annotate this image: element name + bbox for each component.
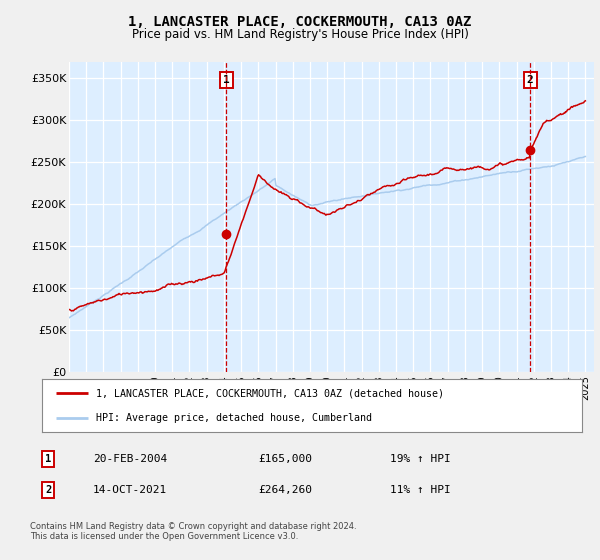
Text: £264,260: £264,260 bbox=[258, 485, 312, 495]
Text: 1, LANCASTER PLACE, COCKERMOUTH, CA13 0AZ: 1, LANCASTER PLACE, COCKERMOUTH, CA13 0A… bbox=[128, 15, 472, 29]
Text: Contains HM Land Registry data © Crown copyright and database right 2024.
This d: Contains HM Land Registry data © Crown c… bbox=[30, 522, 356, 542]
Text: HPI: Average price, detached house, Cumberland: HPI: Average price, detached house, Cumb… bbox=[96, 413, 372, 423]
Text: £165,000: £165,000 bbox=[258, 454, 312, 464]
Text: 2: 2 bbox=[45, 485, 51, 495]
Text: Price paid vs. HM Land Registry's House Price Index (HPI): Price paid vs. HM Land Registry's House … bbox=[131, 28, 469, 41]
Text: 14-OCT-2021: 14-OCT-2021 bbox=[93, 485, 167, 495]
Text: 1, LANCASTER PLACE, COCKERMOUTH, CA13 0AZ (detached house): 1, LANCASTER PLACE, COCKERMOUTH, CA13 0A… bbox=[96, 389, 444, 399]
Text: 1: 1 bbox=[45, 454, 51, 464]
Text: 19% ↑ HPI: 19% ↑ HPI bbox=[390, 454, 451, 464]
Text: 1: 1 bbox=[223, 75, 230, 85]
Text: 2: 2 bbox=[527, 75, 533, 85]
Text: 11% ↑ HPI: 11% ↑ HPI bbox=[390, 485, 451, 495]
Text: 20-FEB-2004: 20-FEB-2004 bbox=[93, 454, 167, 464]
